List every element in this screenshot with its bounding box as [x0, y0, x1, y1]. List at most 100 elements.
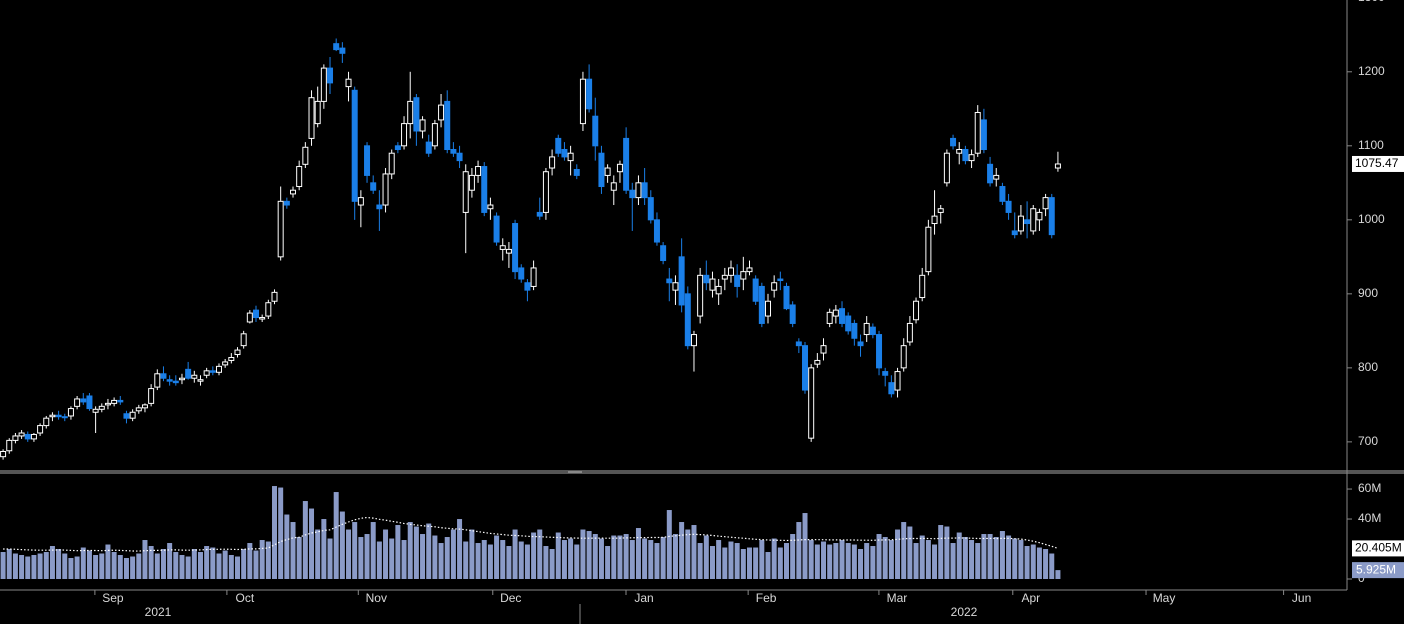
last-price-label: 1075.47: [1355, 156, 1399, 170]
volume-bar: [346, 529, 352, 579]
volume-bar: [993, 537, 999, 579]
volume-bar: [148, 546, 154, 579]
candle-body: [610, 182, 617, 191]
candle-body: [178, 377, 185, 381]
candle-body: [974, 112, 981, 154]
candle-body: [80, 398, 87, 403]
candle-body: [1048, 197, 1055, 236]
volume-bar: [438, 543, 444, 579]
volume-bar: [494, 535, 500, 579]
candle-body: [209, 370, 216, 373]
volume-bar: [845, 543, 851, 579]
candle-body: [86, 395, 93, 410]
y-tick-label: 1300: [1358, 0, 1385, 4]
candle-body: [370, 182, 377, 191]
volume-bar: [913, 543, 919, 579]
candle-body: [320, 67, 327, 102]
volume-bar: [635, 528, 641, 579]
volume-bar: [790, 534, 796, 579]
volume-bar: [629, 540, 635, 579]
candle-body: [154, 373, 161, 388]
volume-bar: [74, 556, 80, 579]
candle-body: [647, 197, 654, 221]
candle-body: [950, 137, 957, 147]
y-tick-label: 700: [1358, 434, 1378, 448]
volume-bar: [191, 549, 197, 579]
candle-body: [567, 152, 574, 162]
candle-body: [789, 304, 796, 324]
volume-bar: [105, 544, 111, 579]
volume-bar: [333, 492, 339, 579]
ma-last-label: 20.405M: [1355, 541, 1402, 555]
volume-bar: [136, 553, 142, 579]
volume-bar: [753, 547, 759, 579]
volume-bar: [956, 532, 962, 579]
volume-bar: [814, 544, 820, 579]
candle-body: [1005, 200, 1012, 213]
candle-body: [573, 168, 580, 176]
volume-bar: [272, 486, 278, 579]
volume-bar: [617, 535, 623, 579]
candle-body: [228, 356, 235, 361]
candle-body: [438, 104, 445, 121]
candle-body: [333, 43, 340, 51]
candle-body: [401, 123, 408, 147]
candle-body: [259, 317, 266, 320]
volume-last-label: 5.925M: [1356, 562, 1396, 576]
volume-bar: [746, 547, 752, 579]
volume-bar: [1055, 570, 1061, 579]
volume-bar: [463, 541, 469, 579]
candle-body: [839, 308, 846, 324]
candle-body: [771, 282, 778, 291]
candle-body: [6, 439, 13, 452]
volume-bar: [1036, 547, 1042, 579]
candle-body: [456, 152, 463, 162]
moving-average-line: [3, 516, 1059, 552]
candle-body: [290, 189, 297, 195]
volume-bar: [1024, 546, 1030, 579]
volume-bar: [839, 540, 845, 579]
volume-bar: [487, 544, 493, 579]
candle-body: [117, 399, 124, 403]
volume-bar: [679, 522, 685, 579]
volume-bar: [197, 552, 203, 579]
volume-bar: [49, 546, 55, 579]
candle-body: [191, 374, 198, 379]
volume-bar: [56, 549, 62, 579]
volume-bar: [901, 522, 907, 579]
volume-bar: [531, 532, 537, 579]
volume-bar: [827, 544, 833, 579]
volume-bar: [574, 544, 580, 579]
volume-bar: [716, 540, 722, 579]
candle-body: [240, 333, 247, 347]
candle-body: [30, 433, 37, 440]
volume-bar: [68, 558, 74, 579]
candle-body: [43, 417, 50, 427]
volume-bar: [327, 538, 333, 579]
volume-bar: [278, 487, 284, 579]
candle-body: [758, 285, 765, 324]
candle-body: [524, 282, 531, 291]
y-tick-label: 1000: [1358, 212, 1385, 226]
candle-body: [302, 146, 309, 165]
volume-bar: [592, 534, 598, 579]
volume-bar: [796, 522, 802, 579]
volume-bar: [697, 543, 703, 579]
volume-bar: [389, 538, 395, 579]
volume-bar: [999, 531, 1005, 579]
candle-body: [1042, 197, 1049, 210]
candle-body: [450, 149, 457, 154]
candle-body: [586, 78, 593, 110]
candle-body: [1036, 211, 1043, 221]
candle-body: [462, 171, 469, 213]
volume-bar: [944, 526, 950, 579]
volume-bar: [210, 547, 216, 579]
volume-bar: [339, 511, 345, 579]
x-tick-label: Jan: [634, 591, 653, 605]
candle-body: [49, 414, 56, 418]
x-tick-label: Mar: [887, 591, 908, 605]
volume-bar: [611, 535, 617, 579]
volume-bar: [648, 540, 654, 579]
candle-body: [394, 145, 401, 151]
volume-bar: [925, 540, 931, 579]
